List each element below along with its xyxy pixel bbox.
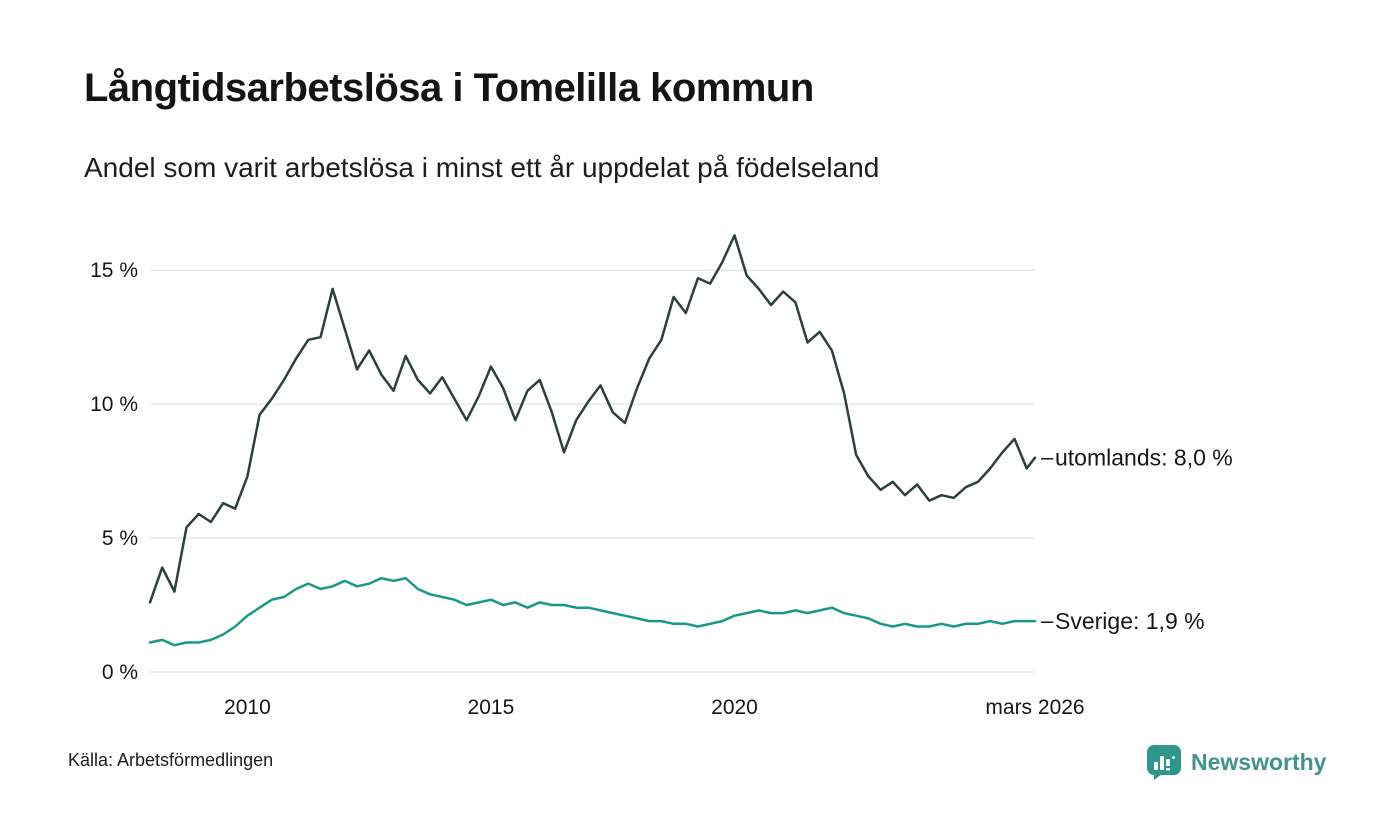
series-label-tick: – [1041,445,1054,470]
series-line-Sverige [148,576,1037,647]
source-note: Källa: Arbetsförmedlingen [68,750,274,770]
y-tick-label: 0 % [102,661,138,684]
series-line-utomlands [148,234,1037,604]
x-tick-label: mars 2026 [985,696,1084,719]
y-tick-label: 10 % [90,393,138,416]
y-tick-label: 15 % [90,259,138,282]
page-title: Långtidsarbetslösa i Tomelilla kommun [84,66,814,110]
page-subtitle: Andel som varit arbetslösa i minst ett å… [84,152,880,183]
series-end-label-Sverige: Sverige: 1,9 % [1055,608,1205,634]
x-tick-label: 2015 [468,696,515,719]
newsworthy-brand-name: Newsworthy [1191,748,1327,775]
x-tick-label: 2020 [711,696,758,719]
y-tick-label: 5 % [102,527,138,550]
series-end-label-utomlands: utomlands: 8,0 % [1055,445,1233,471]
newsworthy-brand: Newsworthy [1146,744,1326,780]
newsworthy-logo-icon [1147,745,1181,780]
x-tick-label: 2010 [224,696,271,719]
series-label-tick: – [1041,608,1054,633]
